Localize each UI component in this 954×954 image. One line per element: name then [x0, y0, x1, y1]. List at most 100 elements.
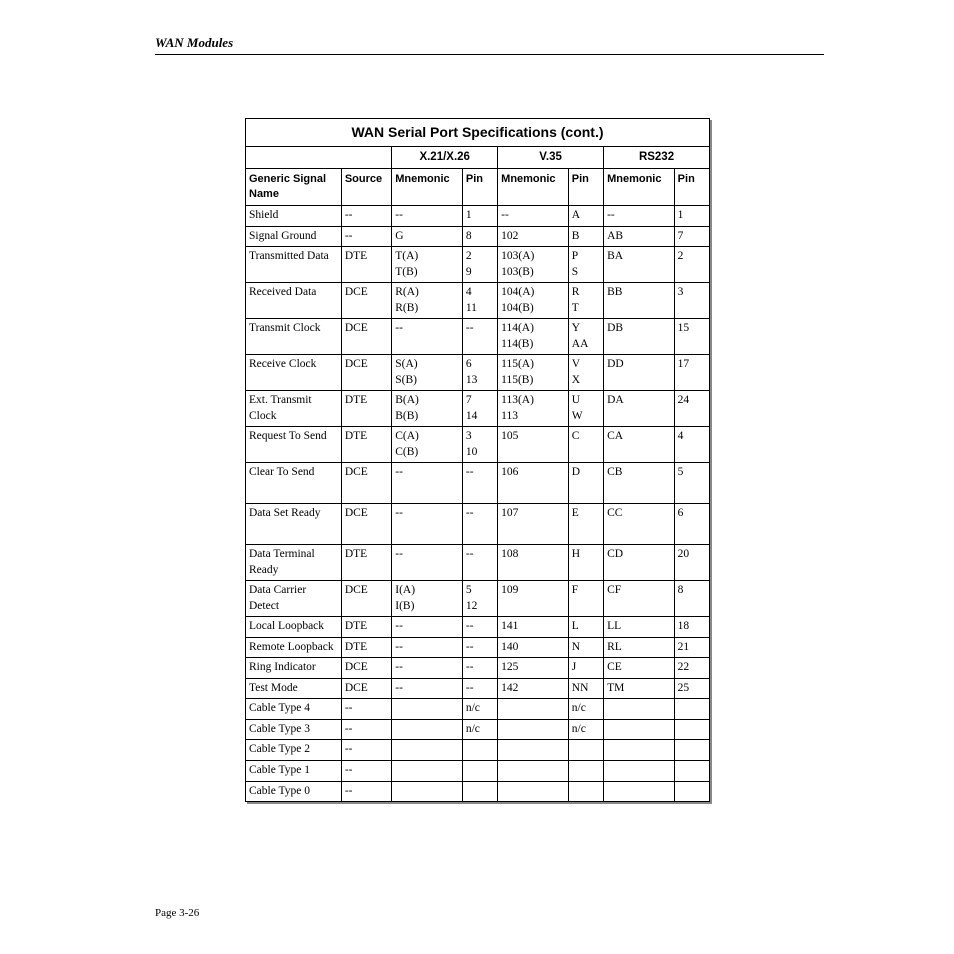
- cell-m3: CB: [604, 463, 675, 504]
- cell-p3: 24: [674, 391, 709, 427]
- cell-p3: [674, 699, 709, 720]
- cell-m1: --: [392, 206, 463, 227]
- cell-m3: AB: [604, 226, 675, 247]
- cell-p2: PS: [568, 247, 603, 283]
- cell-p3: 17: [674, 355, 709, 391]
- cell-name: Cable Type 0: [246, 781, 342, 802]
- cell-source: DTE: [341, 617, 391, 638]
- cell-m3: [604, 719, 675, 740]
- cell-m1: I(A)I(B): [392, 581, 463, 617]
- cell-p1: 512: [462, 581, 497, 617]
- table-row: Cable Type 1--: [246, 760, 710, 781]
- cell-p1: --: [462, 319, 497, 355]
- cell-name: Receive Clock: [246, 355, 342, 391]
- col-mnem-2: Mnemonic: [498, 169, 569, 206]
- cell-p3: 15: [674, 319, 709, 355]
- cell-p1: 411: [462, 283, 497, 319]
- cell-p3: 18: [674, 617, 709, 638]
- cell-name: Local Loopback: [246, 617, 342, 638]
- cell-p1: --: [462, 658, 497, 679]
- cell-m3: DD: [604, 355, 675, 391]
- cell-m3: CA: [604, 427, 675, 463]
- cell-m3: TM: [604, 678, 675, 699]
- cell-p2: RT: [568, 283, 603, 319]
- cell-source: --: [341, 760, 391, 781]
- cell-name: Remote Loopback: [246, 637, 342, 658]
- cell-source: DCE: [341, 319, 391, 355]
- table-row: Transmit ClockDCE----114(A)114(B)YAADB15: [246, 319, 710, 355]
- cell-m3: RL: [604, 637, 675, 658]
- table-row: Remote LoopbackDTE----140NRL21: [246, 637, 710, 658]
- col-mnem-3: Mnemonic: [604, 169, 675, 206]
- cell-p2: YAA: [568, 319, 603, 355]
- cell-p2: [568, 760, 603, 781]
- group-blank: [246, 146, 392, 169]
- col-source: Source: [341, 169, 391, 206]
- table-row: Test ModeDCE----142NNTM25: [246, 678, 710, 699]
- table-row: Cable Type 4--n/cn/c: [246, 699, 710, 720]
- cell-p2: D: [568, 463, 603, 504]
- cell-p1: --: [462, 504, 497, 545]
- table-row: Local LoopbackDTE----141LLL18: [246, 617, 710, 638]
- cell-m1: C(A)C(B): [392, 427, 463, 463]
- cell-m1: --: [392, 319, 463, 355]
- cell-source: --: [341, 719, 391, 740]
- table-row: Cable Type 0--: [246, 781, 710, 802]
- cell-p2: J: [568, 658, 603, 679]
- table-row: Cable Type 3--n/cn/c: [246, 719, 710, 740]
- cell-p2: [568, 740, 603, 761]
- cell-p1: 714: [462, 391, 497, 427]
- cell-p3: 7: [674, 226, 709, 247]
- table-row: Cable Type 2--: [246, 740, 710, 761]
- cell-source: --: [341, 206, 391, 227]
- cell-p3: 2: [674, 247, 709, 283]
- cell-m3: DA: [604, 391, 675, 427]
- cell-p3: 20: [674, 545, 709, 581]
- col-mnem-1: Mnemonic: [392, 169, 463, 206]
- cell-m2: 141: [498, 617, 569, 638]
- table-row: Transmitted DataDTET(A)T(B)29103(A)103(B…: [246, 247, 710, 283]
- cell-source: DTE: [341, 545, 391, 581]
- table-row: Data Terminal ReadyDTE----108HCD20: [246, 545, 710, 581]
- cell-source: --: [341, 740, 391, 761]
- cell-m2: 115(A)115(B): [498, 355, 569, 391]
- cell-m3: CD: [604, 545, 675, 581]
- cell-p1: n/c: [462, 699, 497, 720]
- cell-name: Cable Type 4: [246, 699, 342, 720]
- cell-m2: 102: [498, 226, 569, 247]
- cell-m2: 107: [498, 504, 569, 545]
- table-row: Data Carrier DetectDCEI(A)I(B)512109FCF8: [246, 581, 710, 617]
- cell-source: DTE: [341, 247, 391, 283]
- cell-m1: --: [392, 678, 463, 699]
- cell-p2: B: [568, 226, 603, 247]
- cell-p1: [462, 740, 497, 761]
- cell-m1: [392, 740, 463, 761]
- cell-source: DCE: [341, 504, 391, 545]
- cell-p3: 3: [674, 283, 709, 319]
- spec-table: WAN Serial Port Specifications (cont.) X…: [245, 118, 710, 802]
- cell-m3: LL: [604, 617, 675, 638]
- cell-m3: CC: [604, 504, 675, 545]
- table-row: Clear To SendDCE----106DCB5: [246, 463, 710, 504]
- cell-p3: [674, 781, 709, 802]
- cell-name: Request To Send: [246, 427, 342, 463]
- cell-m1: --: [392, 658, 463, 679]
- cell-m2: 109: [498, 581, 569, 617]
- cell-name: Shield: [246, 206, 342, 227]
- cell-name: Test Mode: [246, 678, 342, 699]
- cell-source: DCE: [341, 658, 391, 679]
- table-title: WAN Serial Port Specifications (cont.): [246, 119, 710, 147]
- cell-p2: N: [568, 637, 603, 658]
- group-x21: X.21/X.26: [392, 146, 498, 169]
- cell-m2: [498, 781, 569, 802]
- cell-p2: C: [568, 427, 603, 463]
- cell-m1: T(A)T(B): [392, 247, 463, 283]
- cell-m2: [498, 699, 569, 720]
- cell-name: Cable Type 2: [246, 740, 342, 761]
- cell-p3: 6: [674, 504, 709, 545]
- page-footer: Page 3-26: [155, 907, 199, 919]
- cell-m1: [392, 719, 463, 740]
- cell-m2: 105: [498, 427, 569, 463]
- col-pin-1: Pin: [462, 169, 497, 206]
- cell-p2: VX: [568, 355, 603, 391]
